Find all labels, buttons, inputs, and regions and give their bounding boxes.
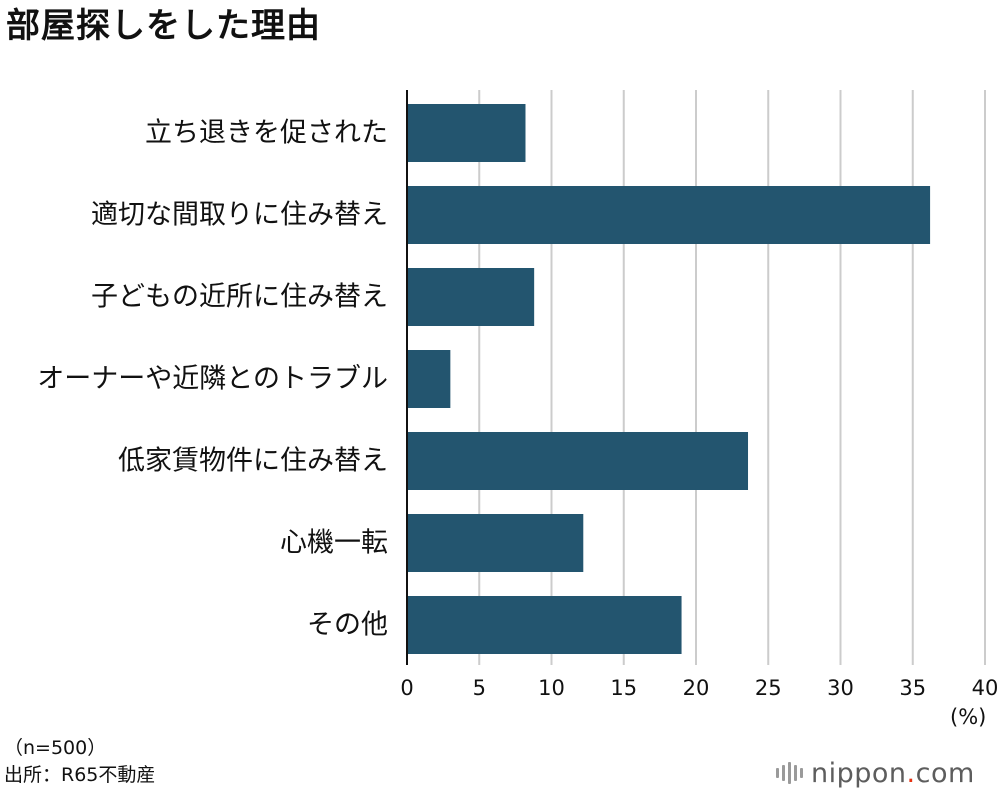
brand-tld: com bbox=[915, 757, 975, 789]
category-label-6: その他 bbox=[307, 610, 388, 641]
category-label-0: 立ち退きを促された bbox=[145, 118, 388, 149]
category-label-4: 低家賃物件に住み替え bbox=[118, 446, 388, 477]
category-label-3: オーナーや近隣とのトラブル bbox=[37, 364, 388, 395]
x-tick-label-15: 15 bbox=[610, 676, 637, 700]
chart-title: 部屋探しをした理由 bbox=[6, 6, 321, 46]
x-tick-label-5: 5 bbox=[473, 676, 486, 700]
category-label-2: 子どもの近所に住み替え bbox=[91, 282, 388, 313]
bars bbox=[407, 104, 931, 654]
x-tick-label-10: 10 bbox=[538, 676, 565, 700]
x-tick-label-30: 30 bbox=[827, 676, 854, 700]
bar-6 bbox=[407, 596, 682, 654]
x-tick-label-0: 0 bbox=[400, 676, 413, 700]
x-tick-labels: 0 5 10 15 20 25 30 35 40 bbox=[400, 676, 998, 700]
nippon-logo: nippon.com bbox=[776, 756, 975, 790]
x-tick-label-35: 35 bbox=[899, 676, 926, 700]
bar-4 bbox=[407, 432, 749, 490]
bar-0 bbox=[407, 104, 526, 162]
bar-5 bbox=[407, 514, 584, 572]
category-label-5: 心機一転 bbox=[280, 528, 388, 559]
sample-size-note: （n=500） bbox=[4, 737, 107, 759]
x-tick-label-25: 25 bbox=[755, 676, 782, 700]
brand-wordmark: nippon.com bbox=[811, 758, 975, 789]
gridlines bbox=[478, 90, 986, 665]
source-note: 出所：R65不動産 bbox=[4, 764, 156, 786]
category-label-1: 適切な間取りに住み替え bbox=[91, 200, 388, 231]
brand-name: nippon bbox=[811, 757, 907, 789]
bar-1 bbox=[407, 186, 931, 244]
bar-3 bbox=[407, 350, 451, 408]
x-tick-label-40: 40 bbox=[972, 676, 999, 700]
category-labels: 立ち退きを促された適切な間取りに住み替え子どもの近所に住み替えオーナーや近隣との… bbox=[37, 118, 388, 641]
brand-dot: . bbox=[906, 757, 916, 789]
x-tick-label-20: 20 bbox=[683, 676, 710, 700]
x-axis-unit: (%) bbox=[950, 705, 987, 729]
brand-bars-icon bbox=[776, 762, 803, 784]
bar-2 bbox=[407, 268, 535, 326]
